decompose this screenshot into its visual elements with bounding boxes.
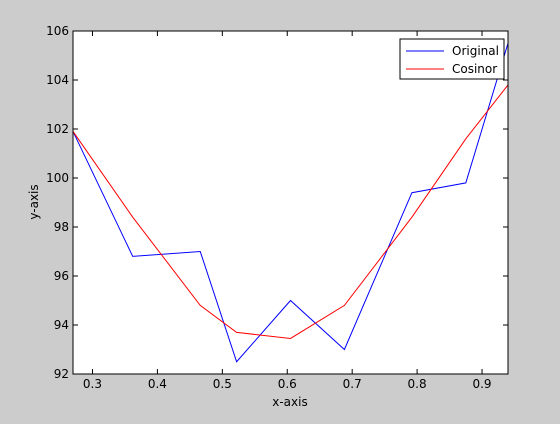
x-tick-label: 0.7	[343, 377, 362, 391]
x-tick-label: 0.5	[213, 377, 232, 391]
x-tick-label: 0.6	[278, 377, 297, 391]
legend-box	[399, 38, 505, 80]
y-tick-label: 92	[54, 367, 69, 381]
x-tick-label: 0.3	[83, 377, 102, 391]
series-layer	[72, 43, 509, 363]
y-tick-label: 106	[46, 24, 69, 38]
y-tick-label: 104	[46, 73, 69, 87]
legend-label-cosinor: Cosinor	[452, 62, 497, 76]
legend-label-original: Original	[452, 44, 499, 58]
legend: Original Cosinor	[399, 38, 505, 80]
y-axis-label: y-axis	[27, 184, 41, 219]
y-tick-label: 100	[46, 171, 69, 185]
x-axis-label: x-axis	[272, 395, 307, 409]
series-line-original	[72, 43, 509, 363]
axes-frame	[72, 30, 509, 375]
x-tick-label: 0.9	[472, 377, 491, 391]
series-line-cosinor	[72, 84, 509, 339]
x-tick-label: 0.4	[148, 377, 167, 391]
plot-area	[73, 31, 508, 374]
y-tick-label: 94	[54, 318, 69, 332]
y-tick-label: 102	[46, 122, 69, 136]
x-tick-label: 0.8	[408, 377, 427, 391]
tick-layer: 0.3 0.4 0.5 0.6 0.7 0.8 0.9 92 94 96 98 100 102 104 10…	[46, 24, 508, 391]
y-tick-label: 96	[54, 269, 69, 283]
y-tick-label: 98	[54, 220, 69, 234]
